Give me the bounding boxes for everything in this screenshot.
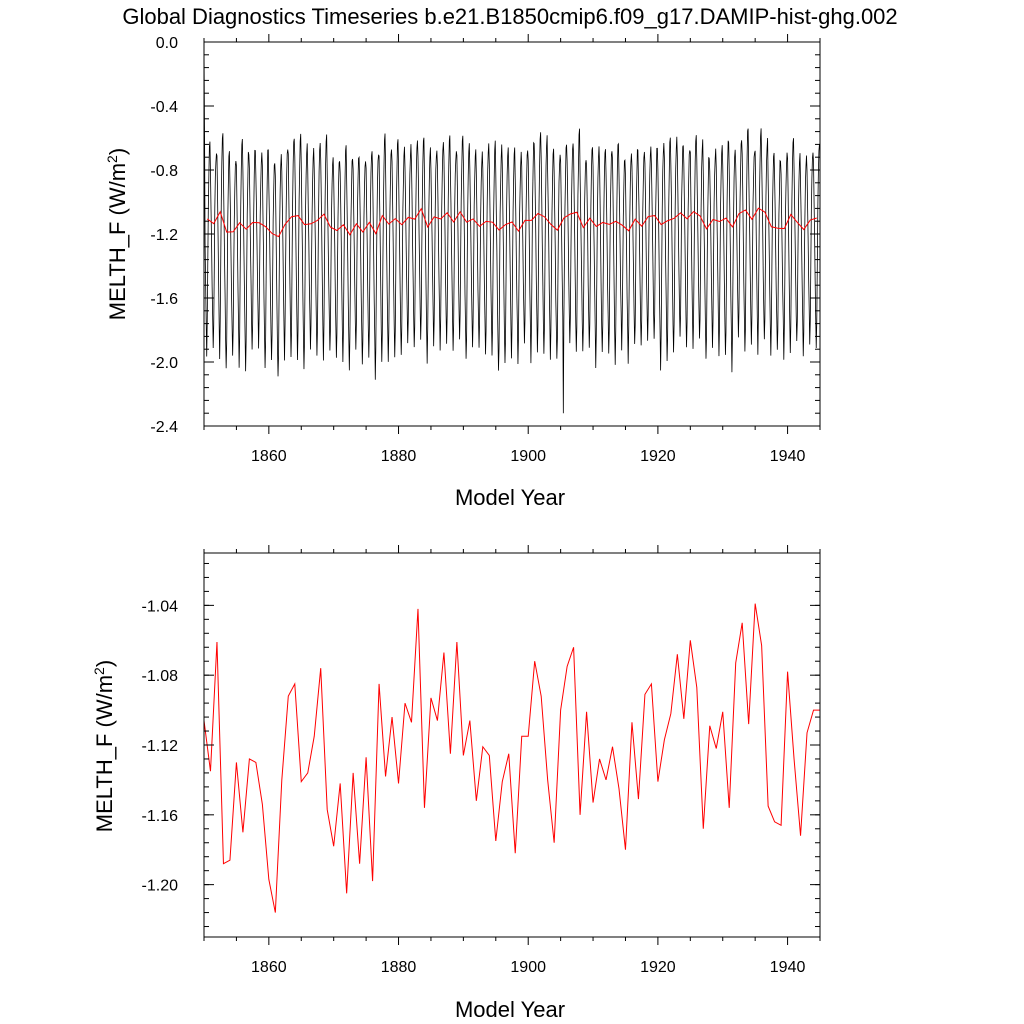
top-x-axis-title: Model Year <box>455 485 565 510</box>
top-x-tick-labels: 1860 1880 1900 1920 1940 <box>251 448 805 465</box>
top-y-axis-title-close: ) <box>105 148 130 155</box>
bottom-panel: -1.04 -1.08 -1.12 -1.16 -1.20 1860 1880 1900 19… <box>91 545 821 1022</box>
x-tick-label: 1940 <box>770 959 806 976</box>
bottom-y-axis-title-close: ) <box>92 660 117 667</box>
figure-title: Global Diagnostics Timeseries b.e21.B185… <box>122 4 897 29</box>
bottom-x-axis-title: Model Year <box>455 997 565 1022</box>
bottom-annual-mean-line <box>203 603 820 913</box>
y-tick-label: -1.12 <box>142 738 179 755</box>
y-tick-label: -1.2 <box>150 227 178 244</box>
x-tick-label: 1940 <box>770 448 806 465</box>
y-tick-label: -1.08 <box>142 668 179 685</box>
x-tick-label: 1920 <box>640 448 676 465</box>
top-annual-mean-line <box>206 207 817 238</box>
bottom-y-axis-title-main: MELTH_F (W/m <box>92 675 117 832</box>
y-tick-label: -1.04 <box>142 598 179 615</box>
y-tick-label: -0.4 <box>150 99 178 116</box>
top-plot-frame <box>203 41 821 427</box>
x-tick-label: 1900 <box>510 959 546 976</box>
y-tick-label: -0.8 <box>150 163 178 180</box>
top-y-axis-title: MELTH_F (W/m2) <box>104 148 130 320</box>
y-tick-label: 0.0 <box>156 35 178 52</box>
x-tick-label: 1880 <box>381 959 417 976</box>
top-y-tick-labels: 0.0 -0.4 -0.8 -1.2 -1.6 -2.0 -2.4 <box>150 35 178 436</box>
top-ticks <box>203 34 821 434</box>
top-panel: 0.0 -0.4 -0.8 -1.2 -1.6 -2.0 -2.4 1860 1880 1900… <box>104 34 821 510</box>
x-tick-label: 1860 <box>251 959 287 976</box>
bottom-y-axis-title-sup: 2 <box>91 667 107 675</box>
y-tick-label: -2.4 <box>150 419 178 436</box>
y-tick-label: -1.6 <box>150 291 178 308</box>
top-plot-lines <box>203 41 820 414</box>
y-tick-label: -2.0 <box>150 355 178 372</box>
x-tick-label: 1880 <box>381 448 417 465</box>
bottom-y-tick-labels: -1.04 -1.08 -1.12 -1.16 -1.20 <box>142 598 179 894</box>
top-y-axis-title-sup: 2 <box>104 155 120 163</box>
monthly-series-line <box>203 41 820 414</box>
top-y-axis-title-main: MELTH_F (W/m <box>105 163 130 320</box>
bottom-y-axis-title: MELTH_F (W/m2) <box>91 660 117 832</box>
x-tick-label: 1920 <box>640 959 676 976</box>
bottom-plot-lines <box>203 603 820 913</box>
bottom-ticks <box>203 545 821 945</box>
bottom-plot-frame <box>203 552 821 938</box>
bottom-x-tick-labels: 1860 1880 1900 1920 1940 <box>251 959 805 976</box>
x-tick-label: 1900 <box>510 448 546 465</box>
y-tick-label: -1.20 <box>142 878 179 895</box>
y-tick-label: -1.16 <box>142 808 179 825</box>
x-tick-label: 1860 <box>251 448 287 465</box>
